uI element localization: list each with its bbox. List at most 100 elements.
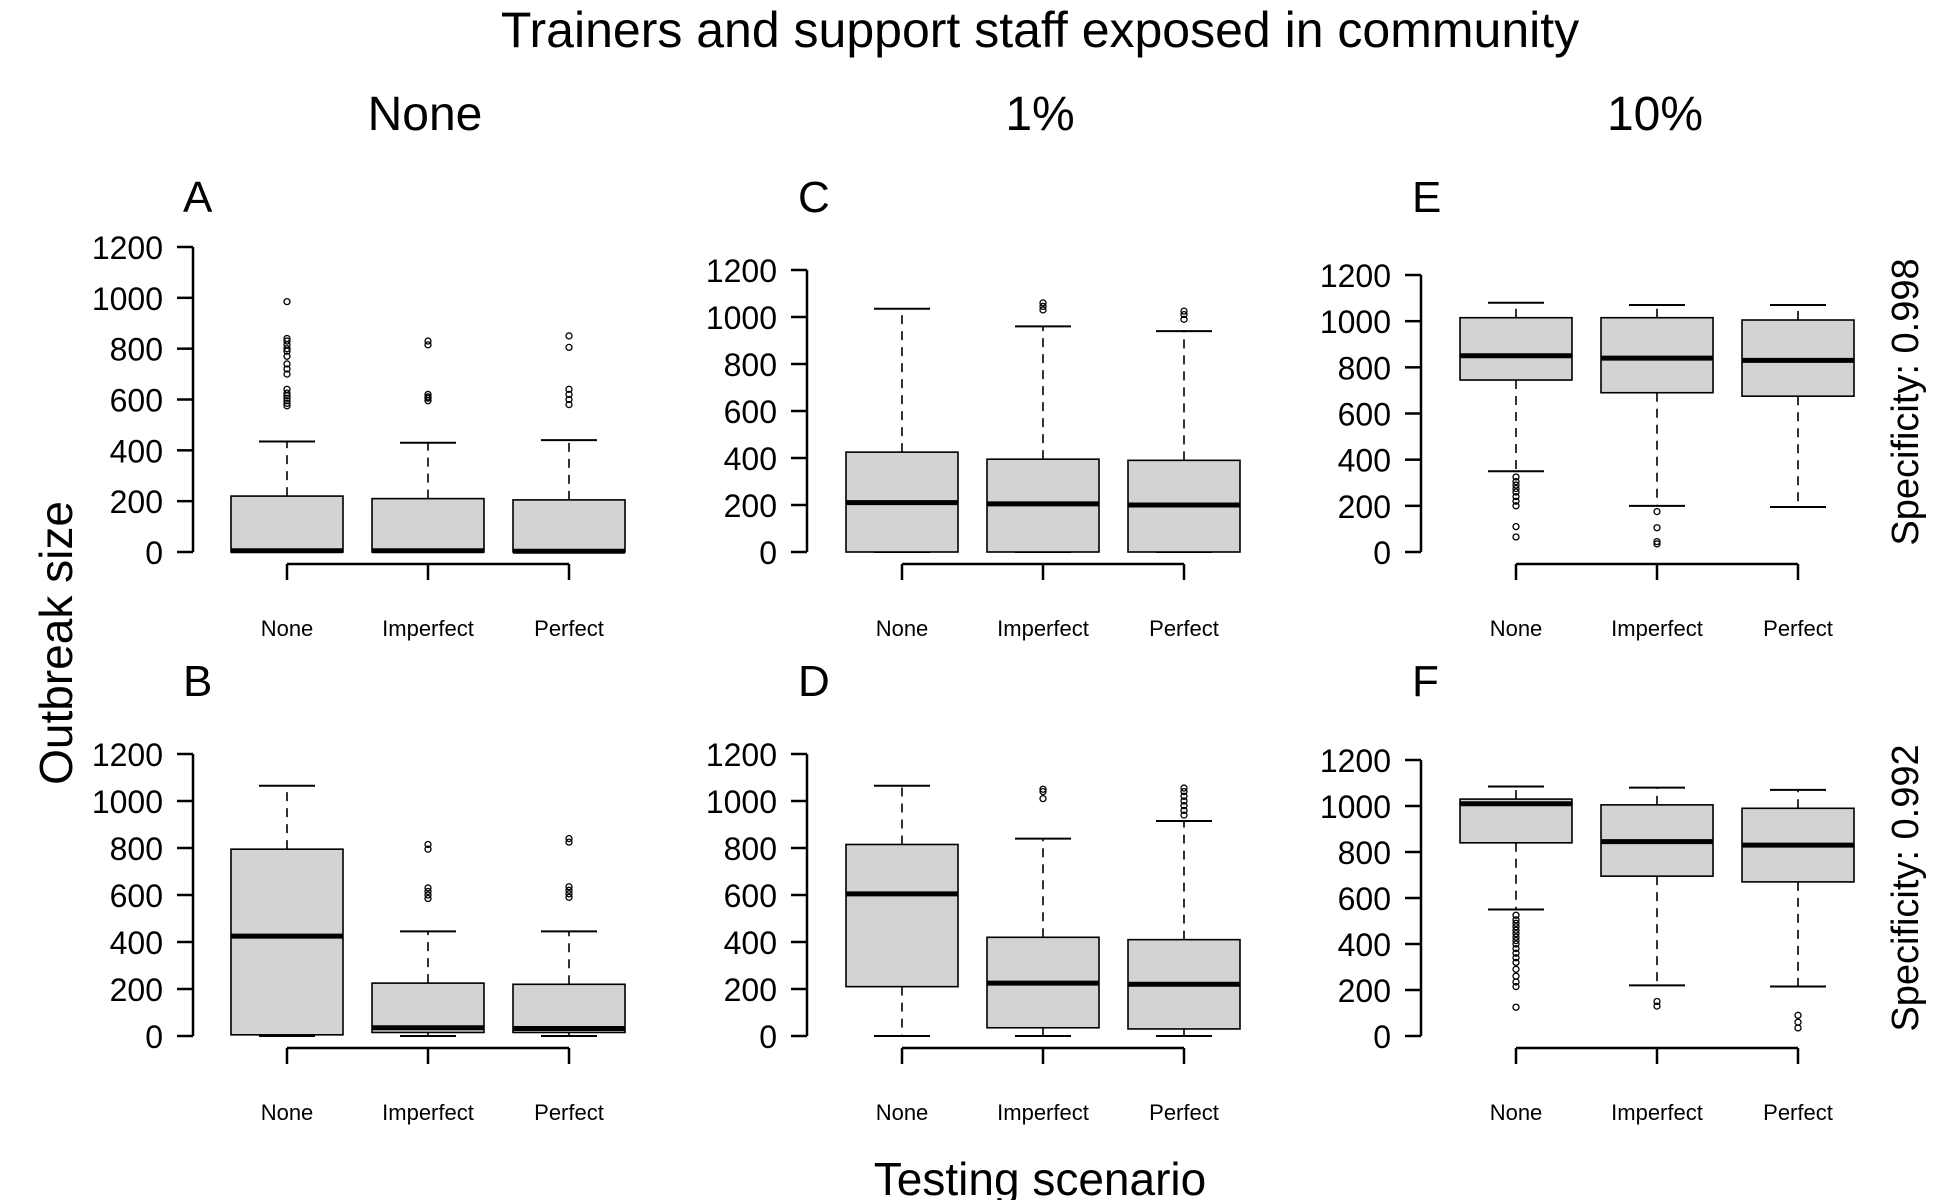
outlier-point [424,884,432,892]
outlier-point [1512,492,1520,501]
y-tick-label: 1000 [706,784,777,820]
box-perfect [1127,784,1241,1037]
outlier-point [283,394,291,402]
outlier-point [424,341,432,349]
outlier-point [424,845,432,853]
x-tick-label: Perfect [1763,616,1833,641]
outlier-point [1039,302,1047,311]
outlier-point [1512,982,1520,991]
outlier-point [565,838,573,846]
box-none [230,784,344,1037]
panel-c: C 0 200 400 600 800 1000 1200 None Imperfect Perfe… [706,173,1241,641]
outlier-point [1512,502,1520,510]
box-none [845,784,959,1037]
outlier-point [1039,299,1047,307]
y-tick-label: 0 [759,1019,777,1055]
outlier-point [424,337,432,345]
iqr-box [512,499,626,553]
panels-container: A 0 200 400 600 800 1000 1200 None Imperfect Perfe… [92,173,1855,1125]
outlier-point [565,400,573,409]
outlier-point [1512,965,1520,973]
outlier-point [1653,540,1661,548]
y-tick-label: 600 [724,878,777,914]
y-tick-label: 600 [110,878,163,914]
y-tick-label: 600 [724,394,777,430]
outlier-point [1512,954,1520,962]
outlier-point [1512,488,1520,496]
x-tick-label: None [876,616,929,641]
outlier-point [565,395,573,404]
outlier-point [1653,997,1661,1006]
x-tick-label: None [1490,616,1543,641]
y-tick-label: 400 [110,433,163,469]
iqr-box [1600,316,1714,394]
row-label-top: Specificity: 0.998 [1885,258,1927,545]
x-tick-label: Perfect [1149,616,1219,641]
outlier-point [1512,944,1520,953]
outlier-point [1653,537,1661,546]
outlier-point [1039,787,1047,796]
outlier-point [283,389,291,397]
y-tick-label: 0 [145,1019,163,1055]
iqr-box [230,848,344,1036]
y-tick-label: 1000 [1320,789,1391,825]
y-tick-label: 800 [1338,835,1391,871]
outlier-point [1512,477,1520,486]
y-tick-label: 0 [145,535,163,571]
outlier-point [565,390,573,399]
figure-title: Trainers and support staff exposed in co… [501,2,1579,58]
y-tick-label: 400 [724,441,777,477]
x-tick-label: Perfect [534,1100,604,1125]
iqr-box [845,843,959,988]
outlier-point [1180,792,1188,800]
panel-letter: E [1412,173,1441,222]
outlier-point [283,370,291,378]
box-perfect [1127,307,1241,553]
outlier-point [1512,919,1520,927]
panel-f: F 0 200 400 600 800 1000 1200 None Imperfect Perfe… [1320,657,1855,1125]
x-tick-label: Imperfect [1611,1100,1703,1125]
column-header-none: None [368,88,483,141]
outlier-point [424,390,432,399]
panel-d: D 0 200 400 600 800 1000 1200 None Imperfect Perfe… [706,657,1241,1125]
outlier-point [283,334,291,343]
x-tick-label: Perfect [534,616,604,641]
y-tick-label: 1000 [706,300,777,336]
y-tick-label: 400 [1338,927,1391,963]
y-tick-label: 200 [110,484,163,520]
y-tick-label: 0 [1373,535,1391,571]
x-tick-label: Imperfect [997,1100,1089,1125]
y-tick-label: 400 [724,925,777,961]
x-tick-label: None [1490,1100,1543,1125]
panel-a: A 0 200 400 600 800 1000 1200 None Imperfect Perfe… [92,173,626,641]
outlier-point [1512,972,1520,980]
outlier-point [1512,926,1520,934]
y-tick-label: 600 [110,383,163,419]
outlier-point [1512,940,1520,948]
outlier-point [1180,802,1188,810]
outlier-point [1512,473,1520,481]
column-header-10pct: 10% [1607,88,1703,141]
x-tick-label: Perfect [1763,1100,1833,1125]
y-tick-label: 200 [1338,489,1391,525]
x-tick-label: Imperfect [382,616,474,641]
outlier-point [1512,930,1520,938]
y-tick-label: 1000 [1320,304,1391,340]
panel-letter: F [1412,657,1439,706]
panel-letter: A [183,173,213,222]
iqr-box [230,495,344,553]
outlier-point [1512,481,1520,489]
y-tick-label: 1200 [92,737,163,773]
box-none [1459,301,1573,541]
outlier-point [1180,787,1188,796]
panel-letter: D [798,657,830,706]
outlier-point [283,345,291,353]
outlier-point [283,337,291,345]
y-tick-label: 400 [110,925,163,961]
column-header-1pct: 1% [1005,88,1074,141]
y-tick-label: 0 [1373,1019,1391,1055]
y-tick-label: 1000 [92,281,163,317]
outlier-point [1653,1002,1661,1010]
outlier-point [283,399,291,407]
x-tick-label: Imperfect [997,616,1089,641]
